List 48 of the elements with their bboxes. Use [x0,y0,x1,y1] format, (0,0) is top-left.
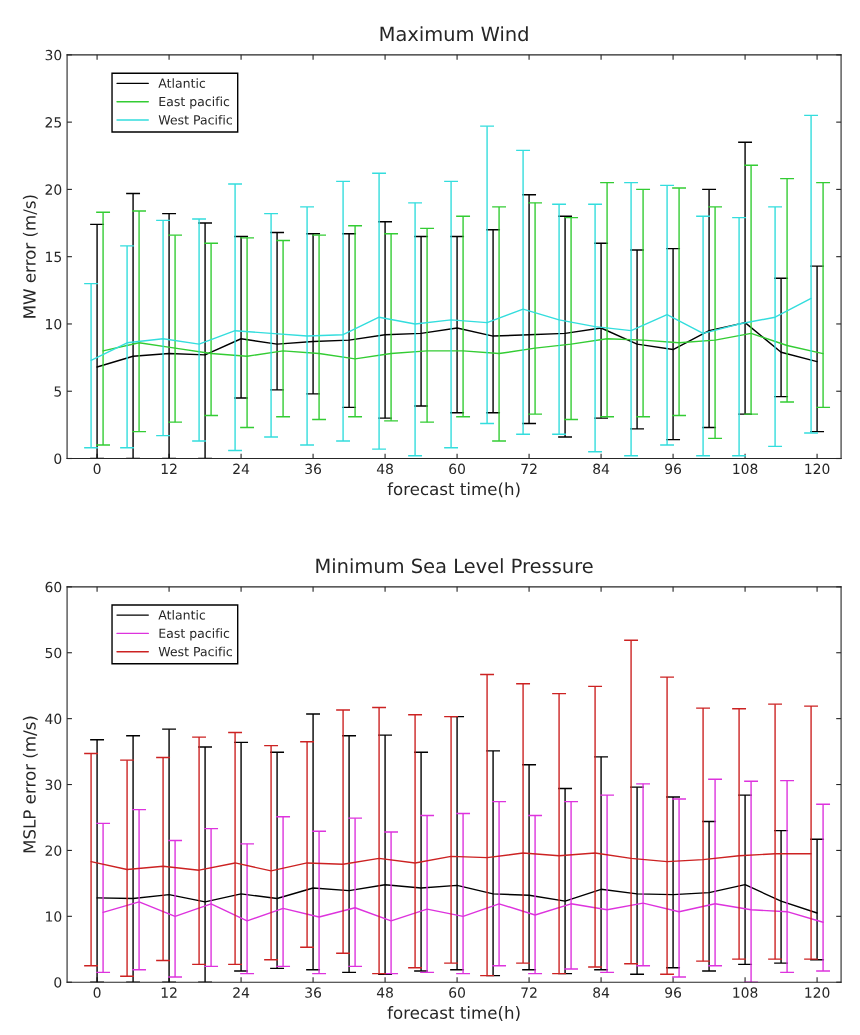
y-tick-label: 30 [45,49,62,61]
x-tick-label: 108 [733,463,758,475]
y-tick-label: 30 [45,779,62,790]
x-tick-label: 48 [376,463,393,475]
x-tick-label: 96 [665,987,682,998]
y-tick-label: 10 [46,911,62,922]
x-tick-label: 48 [376,987,393,998]
x-tick-label: 0 [93,987,101,998]
x-tick-label: 12 [161,463,177,474]
x-tick-label: 84 [593,463,610,475]
y-tick-label: 60 [45,581,62,593]
x-tick-label: 108 [733,987,758,998]
x-tick-label: 36 [305,463,322,475]
y-axis-title: MSLP error (m/s) [22,716,38,853]
x-tick-label: 60 [449,987,465,998]
y-tick-label: 0 [54,453,62,464]
y-axis-title: MW error (m/s) [22,195,38,318]
x-axis-title: forecast time(h) [387,482,520,498]
x-tick-label: 72 [521,463,537,474]
x-tick-label: 12 [161,987,177,998]
y-tick-label: 10 [46,318,62,330]
y-tick-label: 5 [54,386,62,397]
y-tick-label: 40 [45,713,62,725]
y-tick-label: 25 [45,117,62,128]
x-axis-title: forecast time(h) [387,1006,520,1021]
x-tick-label: 24 [233,463,250,474]
y-tick-label: 0 [54,977,62,988]
legend-label: West Pacific [158,646,232,657]
y-tick-label: 20 [45,845,62,856]
legend-label: Atlantic [158,78,206,88]
y-tick-label: 50 [45,647,62,659]
legend-label: Atlantic [158,609,206,620]
legend-label: East pacific [159,628,230,641]
x-tick-label: 36 [305,987,322,998]
legend-label: West Pacific [158,114,232,125]
y-tick-label: 20 [45,184,62,195]
x-tick-label: 96 [665,463,682,475]
chart-title: Minimum Sea Level Pressure [316,558,593,574]
legend-label: East pacific [159,96,230,109]
y-tick-label: 15 [46,251,62,263]
x-tick-label: 84 [593,987,610,998]
x-tick-label: 60 [449,463,465,475]
x-tick-label: 72 [521,987,537,998]
x-tick-label: 0 [93,463,101,475]
x-tick-label: 24 [233,987,250,998]
x-tick-label: 120 [805,463,830,475]
chart-title: Maximum Wind [380,26,528,42]
x-tick-label: 120 [805,987,830,998]
